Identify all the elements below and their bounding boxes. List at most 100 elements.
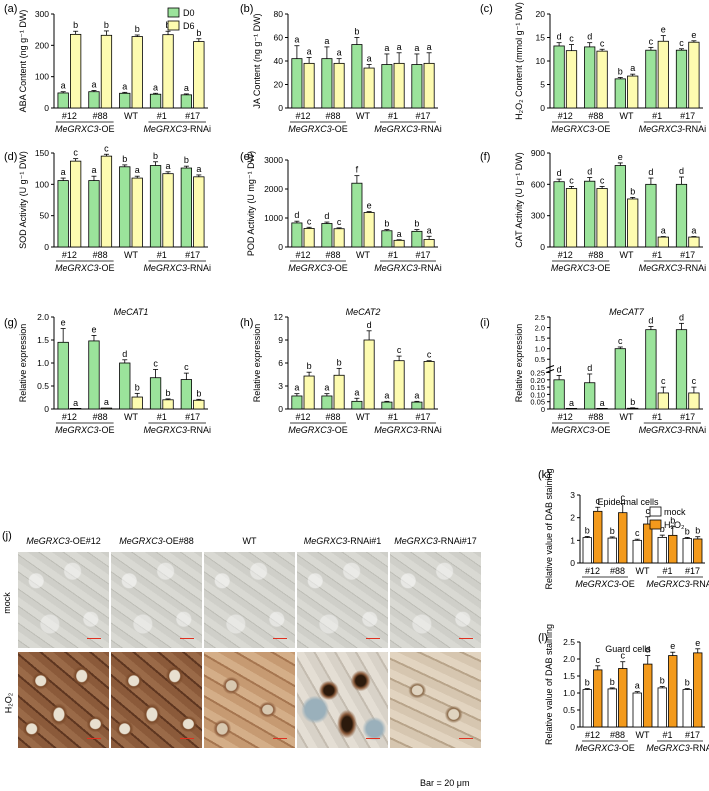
panel-f-sig-letter: d [679,166,684,176]
panel-b-bar-a [381,64,393,109]
panel-h-bar-a [351,400,363,410]
panel-c-xtick-label: WT [620,111,634,121]
panel-b-bar-b [393,62,405,109]
panel-h-bar-b [303,375,315,410]
panel-i-bar-a [553,379,565,410]
panel-d-bar-a [180,167,193,248]
panel-k-xtick-label: #17 [685,566,700,576]
panel-h-label: (h) [240,317,253,329]
panel-k-bar-b [693,538,703,564]
panel-a-sig-letter: b [196,28,201,38]
panel-a-bar-b [162,34,174,109]
panel-e-ytick-label: 3000 [264,155,283,165]
panel-f-sig-letter: d [648,167,653,177]
panel-i-ytick-label: 1.0 [535,345,545,354]
panel-k-sig-letter: c [635,528,640,538]
panel-e-sig-letter: c [337,217,342,227]
panel-h-ylabel: Relative expression [252,324,262,403]
micrograph-image [297,652,388,748]
panel-c-bar-b [596,50,608,109]
panel-d-sig-letter: a [166,161,171,171]
panel-l-ytick-label: 0 [570,722,575,732]
panel-e-xtick-label: WT [356,250,370,260]
panel-d-label: (d) [4,151,17,163]
panel-l-ytick-label: 1.0 [563,688,575,698]
panel-d-ylabel: SOD Activity (U g⁻¹ DW) [18,151,28,249]
panel-h-group-label-oe: MeGRXC3-OE [288,425,348,435]
panel-l-sig-letter: c [596,655,601,665]
panel-a-xtick-label: #12 [62,111,77,121]
panel-f-ylabel: CAT Activity (U g⁻¹ DW) [514,152,524,247]
panel-a-bar-a [180,94,193,109]
panel-l-group-label-rnai: MeGRXC3-RNAi [646,743,709,753]
panel-l-ytick-label: 2.5 [563,637,575,647]
panel-i-bar-a [614,348,626,410]
panel-b-sig-letter: a [397,42,402,52]
panel-b-sig-letter: a [337,48,342,58]
panel-k-bar-b [668,534,678,564]
panel-l-bar-a [607,688,617,728]
panel-g-bar-a [149,377,162,410]
panel-a-bar-a [119,92,131,109]
panel-d-sig-letter: a [61,167,66,177]
panel-e-ylabel: POD Activity (U mg⁻¹ DW) [246,151,256,256]
panel-f-sig-letter: a [691,226,696,236]
scale-bar-label: Bar = 20 μm [420,778,470,788]
panel-k-ylabel: Relative value of DAB staining [544,468,554,589]
legend-h2o2-swatch [649,519,662,530]
panel-g-sig-letter: e [91,324,96,334]
panel-c-sig-letter: c [600,38,605,48]
panel-c-bar-b [565,50,578,109]
panel-f-ytick-label: 900 [531,148,545,158]
micrograph-image [111,652,202,748]
panel-b-sig-letter: a [294,35,299,45]
panel-g-xtick-label: #17 [185,412,200,422]
panel-c-sig-letter: d [587,32,592,42]
panel-c-bar-b [627,75,639,109]
panel-e-bar-b [363,212,375,248]
panel-b-sig-letter: a [384,43,389,53]
panel-d-xtick-label: #12 [62,250,77,260]
panel-i-label: (i) [480,317,490,329]
panel-l-bar-b [618,668,628,728]
panel-a-group-label-rnai: MeGRXC3-RNAi [143,124,211,134]
panel-k-sig-letter: b [585,525,590,535]
panel-k-bar-a [582,537,592,564]
panel-i-bar-b [688,392,700,410]
panel-h-bar-a [321,395,333,410]
panel-a-label: (a) [4,3,17,15]
panel-k-ytick-label: 2 [570,513,575,523]
panel-k-sig-letter: b [610,526,615,536]
panel-g-ylabel: Relative expression [18,324,28,403]
panel-l-xtick-label: #1 [662,730,672,740]
panel-g-bar-b [193,399,205,410]
panel-i-sig-letter: a [600,398,605,408]
panel-f-bar-a [584,180,596,248]
panel-k-sig-letter: b [660,524,665,534]
micro-column-label: MeGRXC3-OE#88 [119,536,194,546]
panel-e-bar-a [411,230,423,248]
panel-e-ytick-label: 1000 [264,213,283,223]
scale-bar [366,738,380,739]
panel-l-bar-a [632,692,642,728]
micro-column-label: MeGRXC3-OE#12 [26,536,101,546]
panel-a-xtick-label: #17 [185,111,200,121]
panel-k-sig-letter: c [621,493,626,503]
panel-f-bar-b [565,188,578,248]
panel-h-ytick-label: 9 [278,335,283,345]
panel-d-sig-letter: b [184,155,189,165]
panel-d-bar-b [193,176,205,248]
panel-k-label: (k) [538,469,551,481]
panel-c-bar-a [584,46,596,109]
panel-g-group-label-oe: MeGRXC3-OE [55,425,115,435]
panel-c-ytick-label: 10 [536,56,546,66]
panel-d-ytick-label: 0 [44,242,49,252]
row-label-mock: mock [1,592,12,614]
panel-g-xtick-label: WT [124,412,138,422]
panel-i-xtick-label: #17 [680,412,695,422]
panel-g-sig-letter: a [104,397,109,407]
panel-a-xtick-label: #88 [93,111,108,121]
panel-f-sig-letter: c [569,175,574,185]
panel-g-bar-b [100,407,113,410]
micrograph-image [204,552,295,648]
